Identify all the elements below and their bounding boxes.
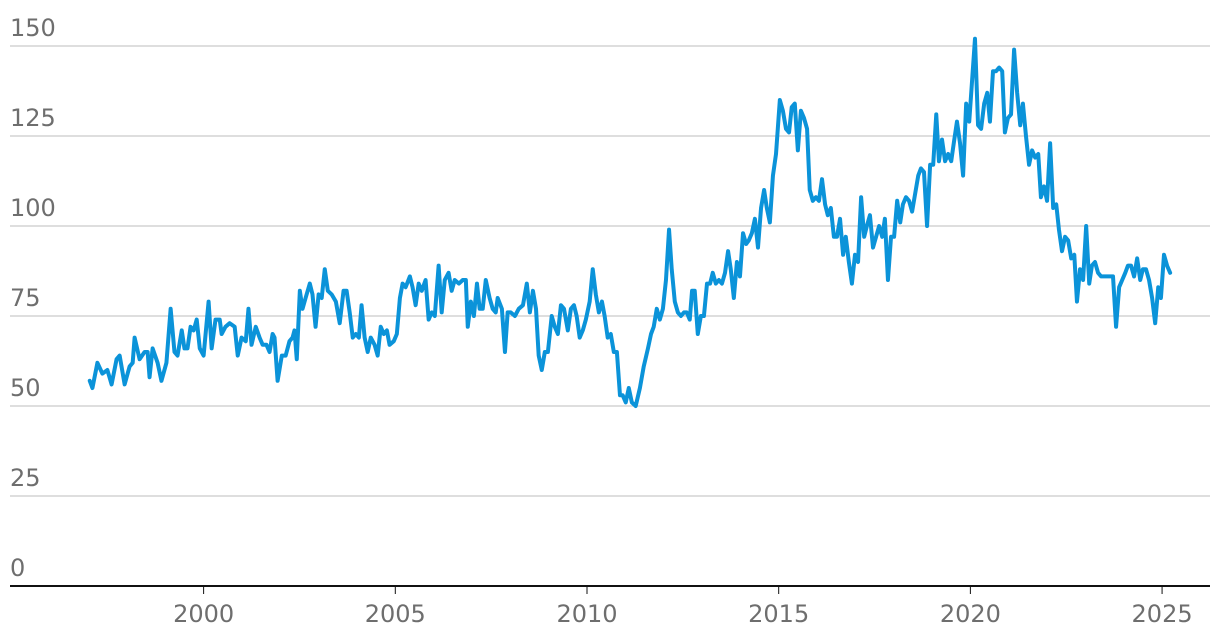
data-line bbox=[87, 36, 1173, 408]
x-tick-label: 2025 bbox=[1132, 600, 1193, 628]
x-tick-label: 2005 bbox=[365, 600, 426, 628]
y-tick-label: 150 bbox=[10, 14, 56, 42]
y-tick-label: 75 bbox=[10, 284, 41, 312]
x-tick-label: 2010 bbox=[556, 600, 617, 628]
x-tick-label: 2020 bbox=[940, 600, 1001, 628]
y-tick-label: 25 bbox=[10, 464, 41, 492]
x-tick-label: 2015 bbox=[748, 600, 809, 628]
x-tick-label: 2000 bbox=[173, 600, 234, 628]
y-tick-label: 0 bbox=[10, 554, 25, 582]
y-tick-label: 50 bbox=[10, 374, 41, 402]
y-tick-label: 125 bbox=[10, 104, 56, 132]
y-tick-label: 100 bbox=[10, 194, 56, 222]
